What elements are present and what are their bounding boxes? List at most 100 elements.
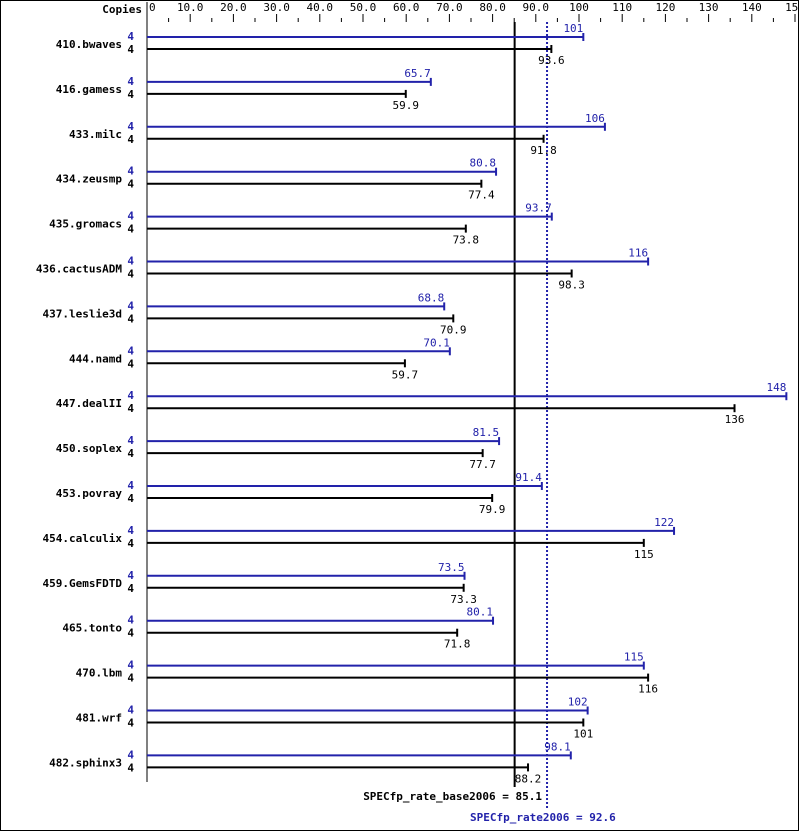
tick-label: 60.0 [393,1,420,14]
base-copies: 4 [127,582,134,595]
peak-copies: 4 [127,299,134,312]
benchmark-label: 482.sphinx3 [49,756,122,769]
base-copies: 4 [127,627,134,640]
tick-label: 80.0 [479,1,506,14]
base-copies: 4 [127,88,134,101]
base-copies: 4 [127,761,134,774]
base-value-label: 91.8 [530,144,557,157]
base-value-label: 73.3 [450,593,477,606]
benchmark-label: 454.calculix [43,532,123,545]
peak-copies: 4 [127,344,134,357]
tick-label: 100 [569,1,589,14]
peak-value-label: 70.1 [423,336,450,349]
base-value-label: 59.7 [392,368,419,381]
peak-copies: 4 [127,659,134,672]
base-copies: 4 [127,672,134,685]
base-copies: 4 [127,447,134,460]
peak-copies: 4 [127,75,134,88]
base-copies: 4 [127,43,134,56]
peak-value-label: 115 [624,651,644,664]
base-value-label: 116 [638,683,658,696]
tick-label: 70.0 [436,1,463,14]
base-value-label: 98.3 [558,279,585,292]
benchmark-label: 437.leslie3d [43,307,122,320]
peak-value-label: 93.7 [525,202,552,215]
base-value-label: 59.9 [393,99,420,112]
benchmark-label: 450.soplex [56,442,123,455]
peak-copies: 4 [127,748,134,761]
benchmark-label: 470.lbm [76,667,123,680]
benchmark-label: 453.povray [56,487,123,500]
peak-value-label: 98.1 [544,740,571,753]
peak-value-label: 80.1 [467,606,494,619]
base-summary: SPECfp_rate_base2006 = 85.1 [363,790,542,803]
base-copies: 4 [127,402,134,415]
peak-copies: 4 [127,569,134,582]
base-copies: 4 [127,717,134,730]
base-value-label: 79.9 [479,503,506,516]
peak-value-label: 148 [766,381,786,394]
base-copies: 4 [127,492,134,505]
base-copies: 4 [127,133,134,146]
tick-label: 20.0 [220,1,247,14]
peak-copies: 4 [127,30,134,43]
peak-value-label: 122 [654,516,674,529]
tick-label: 30.0 [263,1,290,14]
base-value-label: 70.9 [440,323,467,336]
base-copies: 4 [127,312,134,325]
benchmark-label: 436.cactusADM [36,263,122,276]
peak-value-label: 81.5 [473,426,500,439]
peak-copies: 4 [127,704,134,717]
peak-value-label: 80.8 [470,157,497,170]
benchmark-label: 465.tonto [62,622,122,635]
base-value-label: 136 [725,413,745,426]
peak-copies: 4 [127,479,134,492]
benchmark-label: 447.dealII [56,397,122,410]
tick-label: 90.0 [523,1,550,14]
base-copies: 4 [127,357,134,370]
base-value-label: 77.7 [469,458,496,471]
base-value-label: 93.6 [538,54,565,67]
base-value-label: 101 [573,728,593,741]
tick-label: 140 [742,1,762,14]
base-value-label: 71.8 [444,638,471,651]
benchmark-label: 433.milc [69,128,122,141]
base-copies: 4 [127,537,134,550]
benchmark-label: 434.zeusmp [56,173,123,186]
tick-label: 0 [149,1,156,14]
tick-label: 10.0 [177,1,204,14]
base-copies: 4 [127,268,134,281]
peak-value-label: 73.5 [438,561,465,574]
benchmark-label: 435.gromacs [49,218,122,231]
tick-label: 110 [612,1,632,14]
peak-copies: 4 [127,255,134,268]
tick-label: 130 [699,1,719,14]
peak-copies: 4 [127,614,134,627]
peak-copies: 4 [127,389,134,402]
base-copies: 4 [127,223,134,236]
copies-header: Copies [102,3,142,16]
base-value-label: 115 [634,548,654,561]
benchmark-label: 416.gamess [56,83,122,96]
peak-copies: 4 [127,524,134,537]
benchmark-label: 481.wrf [76,712,122,725]
base-value-label: 88.2 [515,772,542,785]
tick-label: 40.0 [307,1,334,14]
base-value-label: 77.4 [468,189,495,202]
tick-label: 150 [785,1,799,14]
peak-copies: 4 [127,434,134,447]
base-copies: 4 [127,178,134,191]
peak-value-label: 65.7 [404,67,431,80]
peak-value-label: 102 [568,696,588,709]
peak-copies: 4 [127,165,134,178]
peak-copies: 4 [127,120,134,133]
peak-copies: 4 [127,210,134,223]
benchmark-label: 444.namd [69,352,122,365]
tick-label: 120 [655,1,675,14]
base-value-label: 73.8 [453,234,480,247]
tick-label: 50.0 [350,1,377,14]
peak-summary: SPECfp_rate2006 = 92.6 [470,811,616,824]
